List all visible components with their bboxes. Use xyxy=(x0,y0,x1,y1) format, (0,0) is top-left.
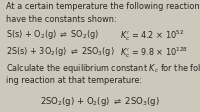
Text: At a certain temperature the following reactions: At a certain temperature the following r… xyxy=(6,2,200,11)
Text: S(s) + O$_2$(g) $\rightleftharpoons$ SO$_2$(g): S(s) + O$_2$(g) $\rightleftharpoons$ SO$… xyxy=(6,28,99,41)
Text: ing reaction at that temperature:: ing reaction at that temperature: xyxy=(6,75,142,84)
Text: $K_c^\prime$ = 9.8 $\times$ 10$^{128}$: $K_c^\prime$ = 9.8 $\times$ 10$^{128}$ xyxy=(120,45,188,60)
Text: $K_c^\prime$ = 4.2 $\times$ 10$^{52}$: $K_c^\prime$ = 4.2 $\times$ 10$^{52}$ xyxy=(120,28,184,43)
Text: Calculate the equilibrium constant $K_c$ for the follow-: Calculate the equilibrium constant $K_c$… xyxy=(6,62,200,74)
Text: have the constants shown:: have the constants shown: xyxy=(6,15,117,24)
Text: 2SO$_2$(g) + O$_2$(g) $\rightleftharpoons$ 2SO$_3$(g): 2SO$_2$(g) + O$_2$(g) $\rightleftharpoon… xyxy=(40,94,160,107)
Text: 2S(s) + 3O$_2$(g) $\rightleftharpoons$ 2SO$_3$(g): 2S(s) + 3O$_2$(g) $\rightleftharpoons$ 2… xyxy=(6,45,115,58)
